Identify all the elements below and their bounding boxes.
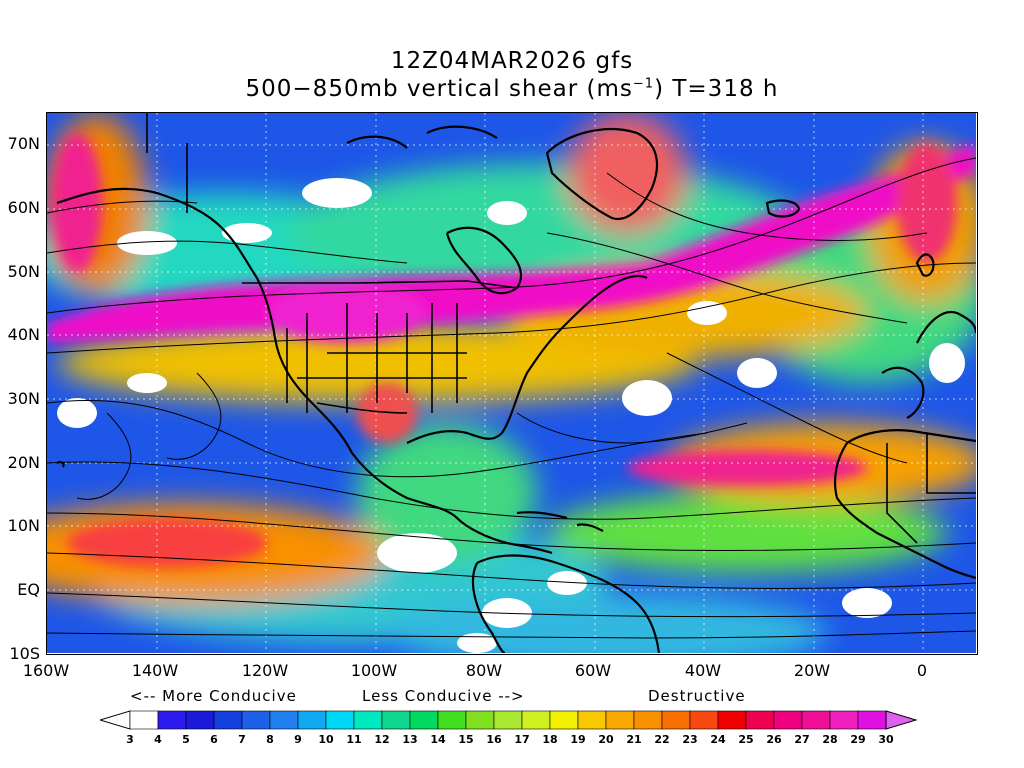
color-bar-tick-label: 11 [346, 733, 362, 746]
legend-less-conducive: Less Conducive --> [362, 687, 525, 705]
color-bar-tick-label: 27 [794, 733, 810, 746]
color-bar-swatch [297, 710, 327, 730]
color-bar-swatch [269, 710, 299, 730]
color-bar-tick-label: 13 [402, 733, 418, 746]
color-bar-swatch [689, 710, 719, 730]
lon-label: 80W [465, 661, 503, 680]
color-bar [100, 710, 918, 730]
color-bar-tick-label: 16 [486, 733, 502, 746]
color-bar-swatch [857, 710, 887, 730]
color-bar-swatch [465, 710, 495, 730]
color-bar-tick-label: 6 [210, 733, 218, 746]
color-bar-tick-label: 25 [738, 733, 754, 746]
lat-label: 10S [9, 644, 40, 663]
color-bar-tick-label: 10 [318, 733, 334, 746]
color-bar-swatch [129, 710, 159, 730]
color-bar-swatch [717, 710, 747, 730]
color-bar-swatch [493, 710, 523, 730]
color-bar-tick-label: 22 [654, 733, 670, 746]
lon-label: 60W [574, 661, 612, 680]
color-bar-tick-label: 30 [878, 733, 894, 746]
color-bar-tick-label: 5 [182, 733, 190, 746]
color-bar-tick-label: 17 [514, 733, 530, 746]
lat-label: 30N [7, 389, 40, 408]
color-bar-swatch [157, 710, 187, 730]
color-bar-swatch [381, 710, 411, 730]
color-bar-tick-label: 15 [458, 733, 474, 746]
color-bar-swatch [829, 710, 859, 730]
borders [146, 113, 976, 544]
color-bar-tick-label: 7 [238, 733, 246, 746]
color-bar-swatch [185, 710, 215, 730]
streamlines [47, 157, 976, 639]
color-bar-swatch [325, 710, 355, 730]
lon-label: 160W [22, 661, 70, 680]
color-bar-left-arrow [100, 710, 131, 730]
color-bar-tick-label: 24 [710, 733, 726, 746]
color-bar-tick-label: 3 [126, 733, 134, 746]
lat-label: 70N [7, 134, 40, 153]
lon-label: 40W [684, 661, 722, 680]
lat-label: 60N [7, 198, 40, 217]
color-bar-tick-label: 12 [374, 733, 390, 746]
color-bar-swatch [437, 710, 467, 730]
color-bar-swatch [353, 710, 383, 730]
color-bar-tick-label: 28 [822, 733, 838, 746]
color-bar-swatch [745, 710, 775, 730]
legend-destructive: Destructive [648, 687, 746, 705]
lat-label: 50N [7, 262, 40, 281]
color-bar-swatch [521, 710, 551, 730]
color-bar-right-arrow [885, 710, 918, 730]
color-bar-tick-label: 14 [430, 733, 446, 746]
legend-more-conducive: <-- More Conducive [130, 687, 297, 705]
color-bar-tick-label: 4 [154, 733, 162, 746]
color-bar-swatch [213, 710, 243, 730]
lon-label: 100W [350, 661, 398, 680]
color-bar-swatch [549, 710, 579, 730]
color-bar-tick-label: 23 [682, 733, 698, 746]
lon-label: 140W [131, 661, 179, 680]
chart-subtitle: 500−850mb vertical shear (ms−1) T=318 h [245, 76, 779, 102]
color-bar-swatch [241, 710, 271, 730]
color-bar-tick-label: 18 [542, 733, 558, 746]
color-bar-swatch [409, 710, 439, 730]
lat-label: 10N [7, 516, 40, 535]
lat-label: 20N [7, 453, 40, 472]
chart-title: 12Z04MAR2026 gfs [390, 48, 634, 74]
lat-label: 40N [7, 325, 40, 344]
shear-map [46, 112, 978, 655]
color-bar-tick-label: 9 [294, 733, 302, 746]
color-bar-swatch [605, 710, 635, 730]
lon-label: 0 [916, 661, 928, 680]
color-bar-swatch [773, 710, 803, 730]
color-bar-tick-label: 21 [626, 733, 642, 746]
graticule [47, 113, 976, 653]
color-bar-tick-label: 20 [598, 733, 614, 746]
color-bar-swatch [577, 710, 607, 730]
color-bar-tick-label: 29 [850, 733, 866, 746]
coastlines [56, 125, 976, 653]
low-shear-patches [57, 178, 965, 653]
color-bar-swatch [801, 710, 831, 730]
lon-label: 20W [793, 661, 831, 680]
color-bar-swatch [633, 710, 663, 730]
color-bar-tick-label: 26 [766, 733, 782, 746]
lon-label: 120W [241, 661, 289, 680]
color-bar-tick-label: 8 [266, 733, 274, 746]
color-bar-swatch [661, 710, 691, 730]
color-bar-tick-label: 19 [570, 733, 586, 746]
lat-label: EQ [17, 580, 40, 599]
